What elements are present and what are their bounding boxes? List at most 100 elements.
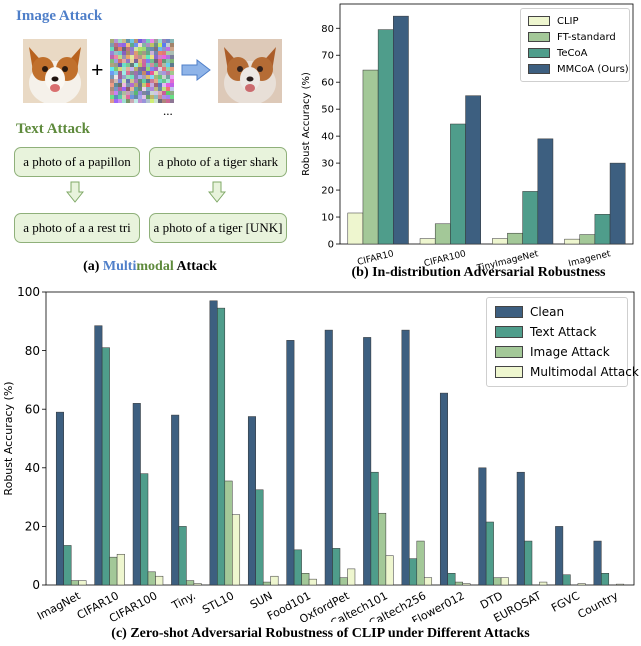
noise-pixel	[142, 99, 146, 103]
noise-pixel	[162, 99, 166, 103]
noise-pixel	[150, 47, 154, 51]
noise-pixel	[134, 55, 138, 59]
legend-swatch	[495, 366, 523, 378]
noise-pixel	[126, 83, 130, 87]
prompt-original-2: a photo of a tiger shark	[149, 147, 287, 177]
noise-pixel	[134, 51, 138, 55]
legend-item-clean: Clean	[495, 302, 619, 322]
noise-pixel	[162, 95, 166, 99]
noise-pixel	[154, 91, 158, 95]
noise-pixel	[130, 63, 134, 67]
noise-pixel	[110, 79, 114, 83]
noise-pixel	[118, 87, 122, 91]
noise-pixel	[114, 63, 118, 67]
noise-pixel	[126, 63, 130, 67]
noise-pixel	[158, 99, 162, 103]
noise-pixel	[162, 91, 166, 95]
noise-pixel	[158, 63, 162, 67]
noise-pixel	[114, 87, 118, 91]
chart-c-bar	[171, 414, 180, 586]
chart-b-bar	[377, 29, 394, 245]
noise-pixel	[126, 99, 130, 103]
noise-pixel	[146, 55, 150, 59]
noise-pixel	[138, 71, 142, 75]
noise-pixel	[126, 55, 130, 59]
noise-pixel	[154, 51, 158, 55]
noise-pixel	[154, 47, 158, 51]
noise-pixel	[118, 71, 122, 75]
noise-pixel	[150, 51, 154, 55]
noise-pixel	[122, 99, 126, 103]
noise-pixel	[146, 75, 150, 79]
chart-b-plot-frame	[339, 3, 634, 245]
noise-pixel	[138, 83, 142, 87]
chart-c-bar	[217, 307, 226, 586]
noise-pixel	[170, 95, 174, 99]
noise-pixel	[146, 91, 150, 95]
noise-pixel	[134, 59, 138, 63]
noise-pixel	[114, 99, 118, 103]
chart-c-legend: Clean Text Attack Image Attack Multimoda…	[486, 297, 639, 387]
legend-item-multimodal-attack: Multimodal Attack	[495, 362, 639, 382]
noise-pixel	[158, 83, 162, 87]
noise-pixel	[154, 39, 158, 43]
noise-pixel	[146, 87, 150, 91]
noise-pixel	[118, 59, 122, 63]
noise-pixel	[146, 67, 150, 71]
caption-c: (c) Zero-shot Adversarial Robustness of …	[111, 626, 530, 641]
chart-c-bar	[70, 580, 79, 586]
noise-pixel	[114, 75, 118, 79]
noise-pixel	[170, 51, 174, 55]
chart-c-bar	[94, 325, 103, 586]
noise-pixel	[166, 59, 170, 63]
noise-pixel	[166, 43, 170, 47]
noise-pixel	[122, 79, 126, 83]
noise-pixel	[162, 55, 166, 59]
noise-pixel	[126, 75, 130, 79]
noise-pixel	[114, 51, 118, 55]
chart-b-y-tick-label: 60	[321, 78, 334, 89]
noise-pixel	[142, 87, 146, 91]
chart-b-bar	[419, 238, 436, 245]
noise-pixel	[166, 71, 170, 75]
noise-pixel	[118, 47, 122, 51]
noise-pixel	[162, 71, 166, 75]
noise-pixel	[138, 47, 142, 51]
noise-pixel	[130, 79, 134, 83]
noise-pixel	[110, 59, 114, 63]
legend-swatch	[495, 326, 523, 338]
noise-pixel	[114, 55, 118, 59]
noise-pixel	[134, 91, 138, 95]
chart-b-y-tick-label: 30	[321, 159, 334, 170]
noise-pixel	[134, 67, 138, 71]
chart-b-bar	[594, 214, 611, 245]
noise-pixel	[158, 59, 162, 63]
chart-c-bar	[186, 580, 195, 586]
noise-pixel	[114, 59, 118, 63]
chart-c-bar	[363, 337, 372, 586]
noise-pixel	[142, 39, 146, 43]
noise-pixel	[126, 87, 130, 91]
noise-pixel	[126, 95, 130, 99]
noise-pixel	[162, 39, 166, 43]
noise-pixel	[150, 91, 154, 95]
noise-pixel	[122, 43, 126, 47]
noise-pixel	[170, 91, 174, 95]
noise-pixel	[146, 59, 150, 63]
noise-pixel	[134, 39, 138, 43]
noise-pixel	[134, 47, 138, 51]
noise-pixel	[166, 63, 170, 67]
chart-c-bar	[516, 471, 525, 586]
noise-pixel	[154, 87, 158, 91]
noise-pixel	[118, 43, 122, 47]
chart-c-bar	[308, 578, 317, 586]
noise-pixel	[170, 99, 174, 103]
noise-pixel	[126, 59, 130, 63]
legend-label: Clean	[530, 305, 565, 319]
adversarial-dog-image	[218, 39, 282, 105]
legend-item-image-attack: Image Attack	[495, 342, 619, 362]
chart-c-bar	[55, 411, 64, 586]
noise-pixel	[170, 79, 174, 83]
legend-label: FT-standard	[557, 31, 616, 43]
noise-pixel	[110, 99, 114, 103]
